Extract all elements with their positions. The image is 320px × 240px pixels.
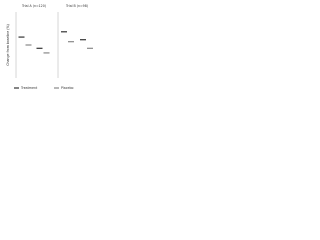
panel-title: Trial B (n=98): [65, 4, 88, 8]
background: [0, 0, 100, 101]
chart: Change from baseline (%) Trial A (n=120)…: [0, 0, 100, 101]
panel-title: Trial A (n=120): [21, 4, 46, 8]
legend-label: Placebo: [61, 86, 73, 90]
y-axis-label: Change from baseline (%): [6, 24, 10, 66]
legend-label: Treatment: [20, 86, 38, 90]
